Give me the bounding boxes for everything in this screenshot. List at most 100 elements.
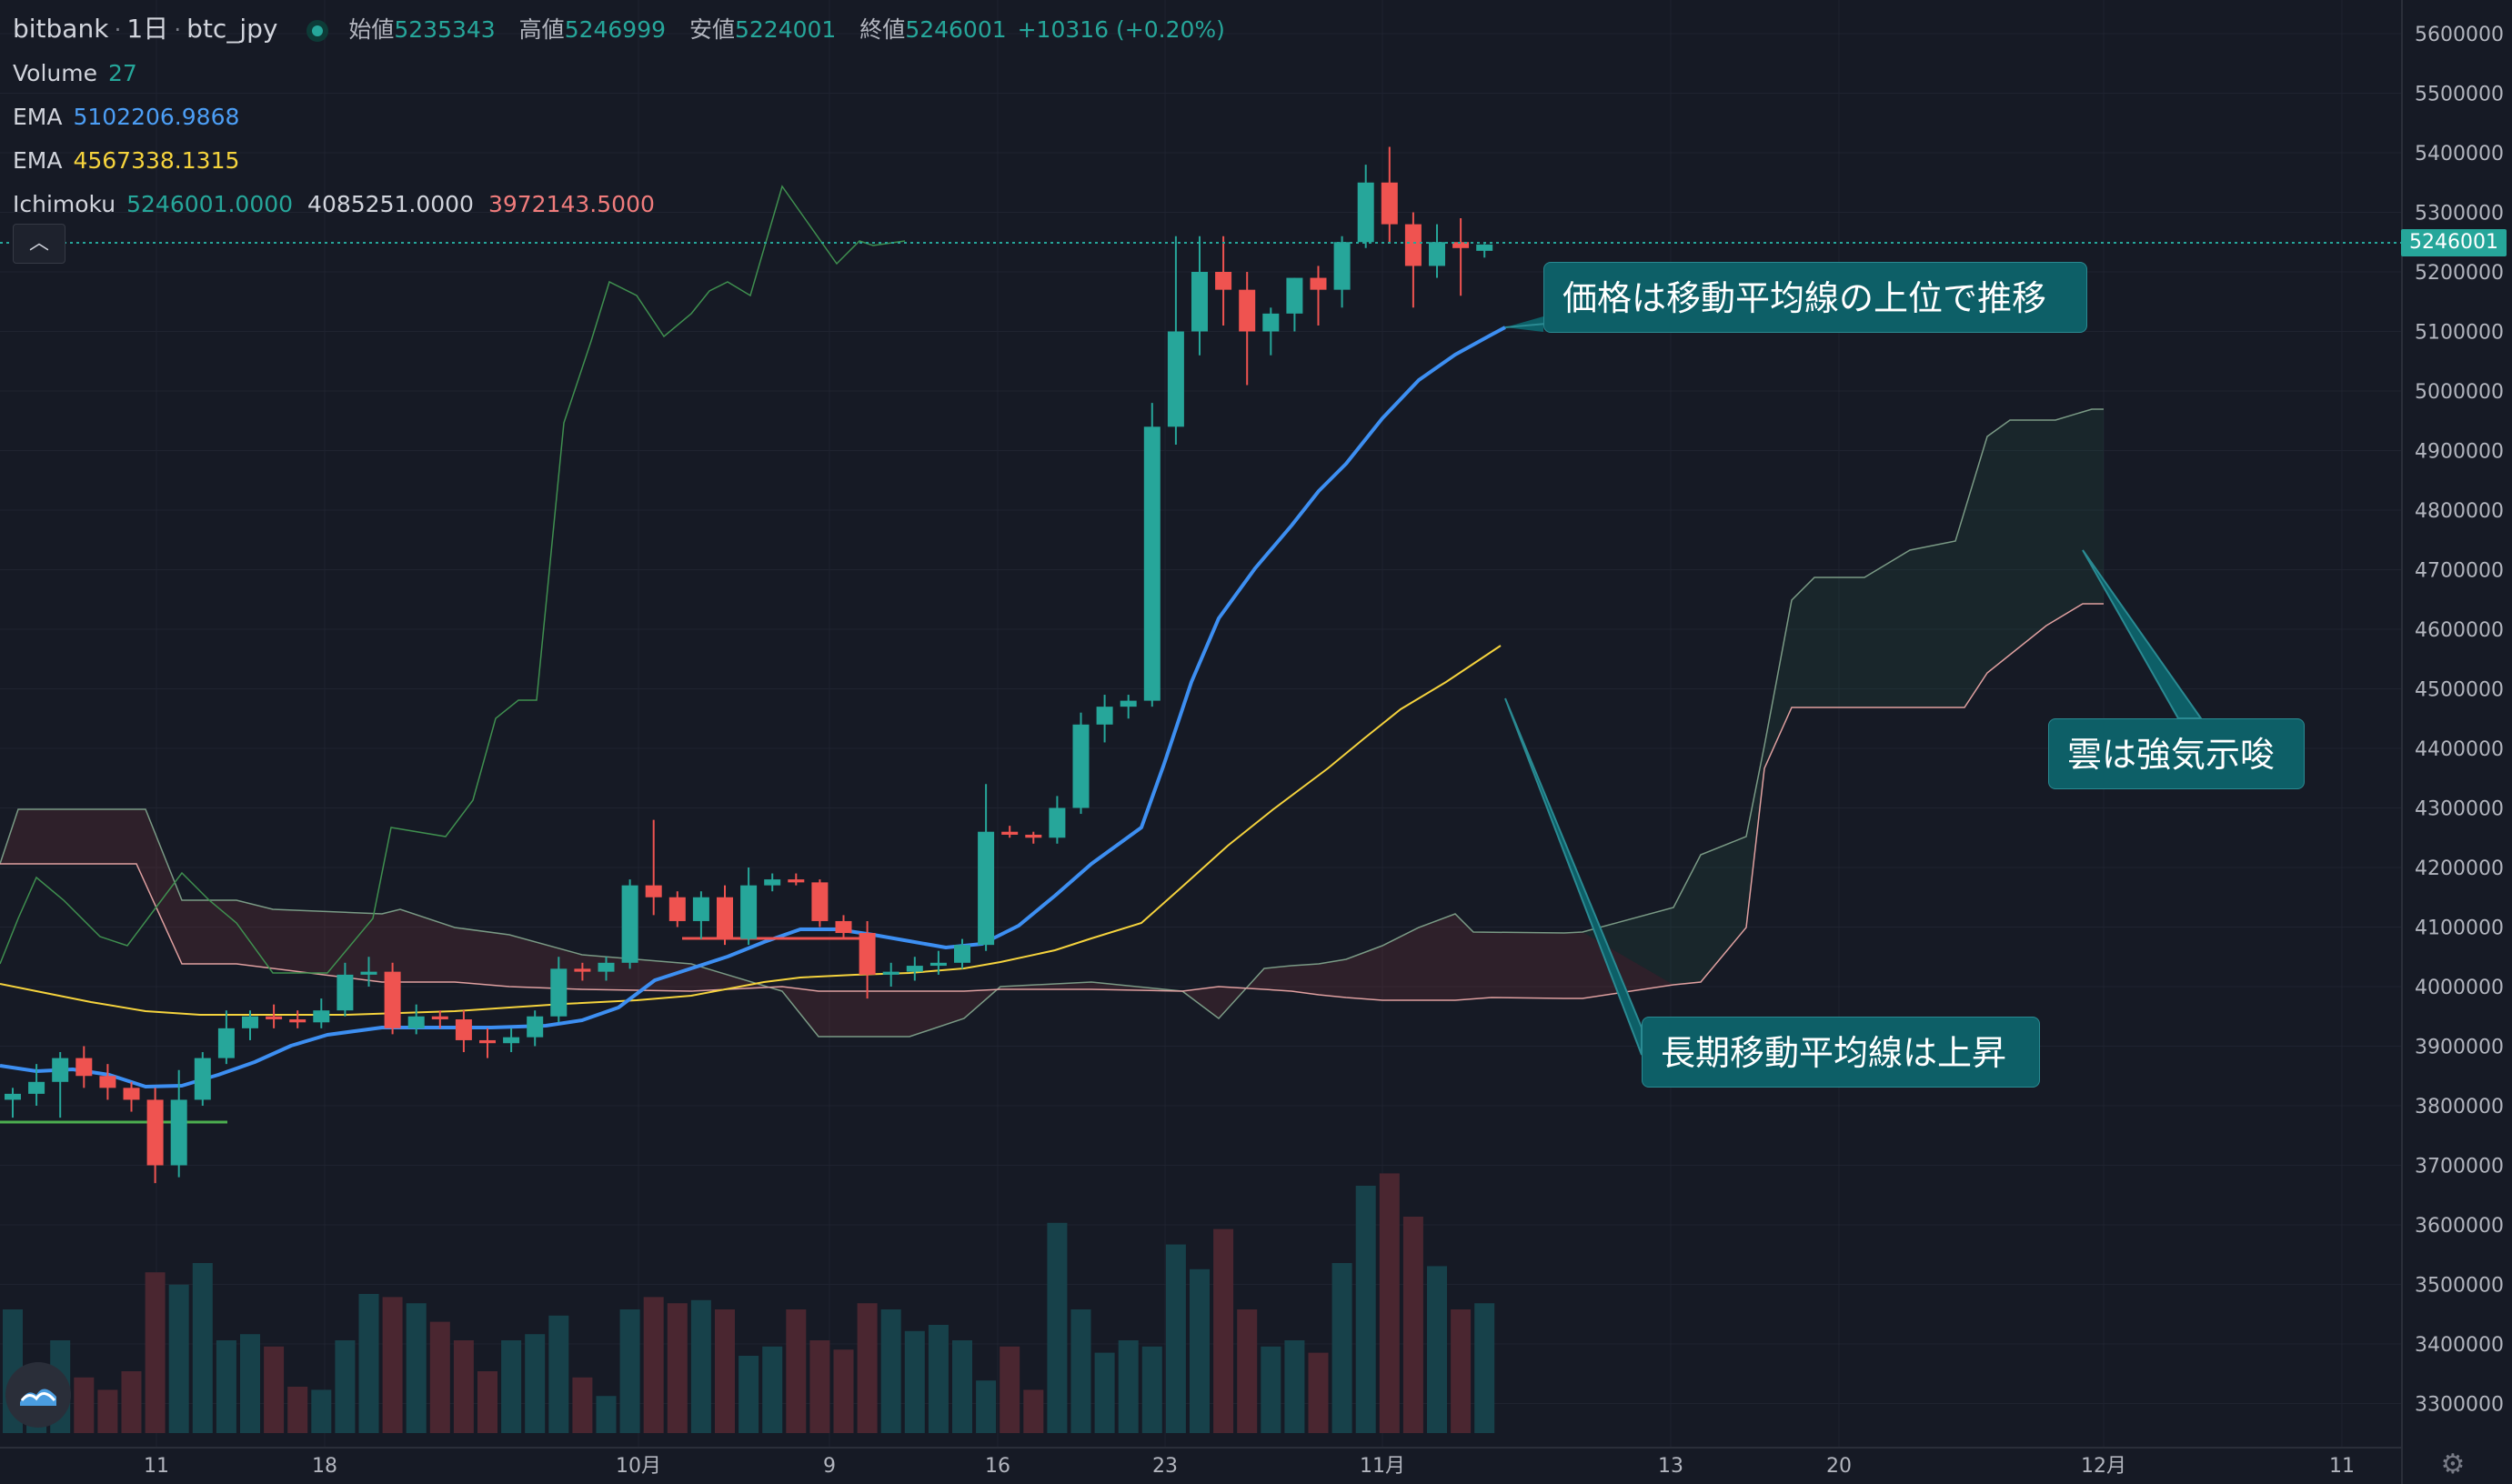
- bearish-cloud: [0, 809, 1673, 1037]
- candle-body: [1286, 277, 1303, 314]
- volume-bar: [453, 1340, 474, 1433]
- time-tick-label: 20: [1826, 1455, 1852, 1478]
- interval[interactable]: 1日: [126, 14, 169, 44]
- time-tick-label: 16: [985, 1455, 1010, 1478]
- candle-body: [811, 882, 829, 921]
- candle-body: [146, 1099, 164, 1166]
- time-tick-label: 9: [823, 1455, 836, 1478]
- open-value: 5235343: [394, 16, 496, 43]
- volume-bar: [667, 1303, 688, 1433]
- volume-bar: [501, 1340, 522, 1433]
- price-tick-label: 4200000: [2415, 857, 2504, 880]
- symbol-row: bitbank · 1日 · btc_jpy 始値5235343 高値5246999 安…: [13, 14, 1225, 44]
- indicator-ema-long[interactable]: EMA 4567338.1315: [13, 147, 240, 174]
- volume-bar: [690, 1299, 711, 1433]
- volume-bar: [97, 1389, 118, 1433]
- price-tick-label: 5400000: [2415, 143, 2504, 165]
- time-tick-label: 11月: [1360, 1455, 1405, 1478]
- candle-body: [788, 879, 805, 883]
- volume-bar: [264, 1346, 285, 1433]
- price-tick-label: 4500000: [2415, 679, 2504, 702]
- candle-body: [170, 1099, 187, 1166]
- volume-bar: [786, 1309, 807, 1433]
- leading-span-b: [0, 603, 2104, 1001]
- candle-body: [313, 1010, 330, 1023]
- volume-bar: [1118, 1340, 1139, 1433]
- price-axis[interactable]: 5600000 5500000 5400000 5300000 5200000 51000…: [2415, 24, 2504, 1417]
- candle-body: [289, 1019, 306, 1023]
- candle-body: [1001, 831, 1019, 835]
- price-tick-label: 4400000: [2415, 738, 2504, 761]
- indicator-ema-short[interactable]: EMA 5102206.9868: [13, 104, 240, 130]
- exchange-name[interactable]: bitbank: [13, 14, 109, 44]
- close-value: 5246001: [905, 16, 1007, 43]
- candle-body: [929, 962, 947, 967]
- candle-body: [123, 1088, 140, 1100]
- volume-bar: [121, 1371, 142, 1433]
- volume-bar: [525, 1334, 546, 1433]
- time-axis[interactable]: 11 18 10月 9 16 23 11月 13 20 12月 11: [144, 1455, 2355, 1478]
- ema-short-line: [0, 326, 1506, 1088]
- candle-body: [1476, 244, 1493, 251]
- leading-span-a: [0, 408, 2104, 1038]
- volume-bar: [1070, 1309, 1091, 1433]
- ema-long-line: [0, 645, 1502, 1016]
- volume-bar: [145, 1272, 166, 1433]
- price-tick-label: 5500000: [2415, 84, 2504, 106]
- volume-bar: [311, 1389, 332, 1433]
- candle-body: [479, 1039, 496, 1044]
- candle-body: [266, 1016, 283, 1020]
- candle-body: [1072, 724, 1090, 808]
- candle-body: [360, 971, 377, 975]
- close-label: 終値: [859, 16, 906, 43]
- candle-body: [1262, 313, 1280, 332]
- candle-body: [337, 974, 354, 1011]
- volume-bar: [406, 1303, 427, 1433]
- candle-body: [621, 885, 638, 963]
- change-value: +10316 (+0.20%): [1017, 16, 1225, 43]
- volume-bar: [287, 1387, 308, 1433]
- price-tick-label: 3700000: [2415, 1156, 2504, 1178]
- volume-bar: [1355, 1186, 1376, 1433]
- indicator-ichimoku[interactable]: Ichimoku 5246001.0000 4085251.0000 3972143.…: [13, 191, 655, 217]
- volume-bar: [1165, 1244, 1186, 1433]
- lagging-span-line: [0, 185, 906, 974]
- callout-price-above-ma[interactable]: 価格は移動平均線の上位で推移: [1543, 262, 2087, 333]
- candle-body: [242, 1016, 258, 1028]
- price-tick-label: 5600000: [2415, 24, 2504, 46]
- volume-bar: [216, 1340, 236, 1433]
- indicator-volume[interactable]: Volume 27: [13, 60, 137, 86]
- candle-body: [1143, 426, 1161, 701]
- candle-body: [1310, 277, 1327, 290]
- callout-cloud-bullish[interactable]: 雲は強気示唆: [2048, 718, 2305, 789]
- volume-bar: [477, 1371, 497, 1433]
- settings-gear-icon[interactable]: ⚙: [2440, 1449, 2466, 1480]
- tradingview-logo-button[interactable]: [5, 1362, 71, 1428]
- volume-bar: [192, 1263, 213, 1433]
- price-tick-label: 5100000: [2415, 322, 2504, 345]
- price-tick-label: 3400000: [2415, 1334, 2504, 1357]
- time-tick-label: 13: [1658, 1455, 1683, 1478]
- time-tick-label: 10月: [616, 1455, 661, 1478]
- volume-bar: [1047, 1222, 1068, 1433]
- candle-body: [527, 1016, 544, 1038]
- arrow-line-price: [1504, 323, 1547, 328]
- bullish-cloud: [1583, 409, 2104, 985]
- candle-body: [764, 879, 781, 886]
- callout-long-ma-rising[interactable]: 長期移動平均線は上昇: [1642, 1017, 2040, 1088]
- volume-bar: [74, 1377, 95, 1433]
- collapse-legend-button[interactable]: ︿: [13, 224, 65, 264]
- price-tick-label: 4700000: [2415, 560, 2504, 583]
- volume-bar: [572, 1377, 593, 1433]
- volume-bar: [1402, 1217, 1423, 1433]
- volume-bar: [382, 1297, 403, 1433]
- candle-body: [407, 1016, 425, 1028]
- symbol-name[interactable]: btc_jpy: [186, 14, 278, 44]
- market-status-icon: [306, 20, 329, 42]
- price-tick-label: 4800000: [2415, 500, 2504, 523]
- arrow-price-above-ma: [1505, 316, 1543, 332]
- volume-bar: [880, 1309, 901, 1433]
- candle-body: [645, 885, 662, 897]
- candle-body: [1215, 272, 1232, 290]
